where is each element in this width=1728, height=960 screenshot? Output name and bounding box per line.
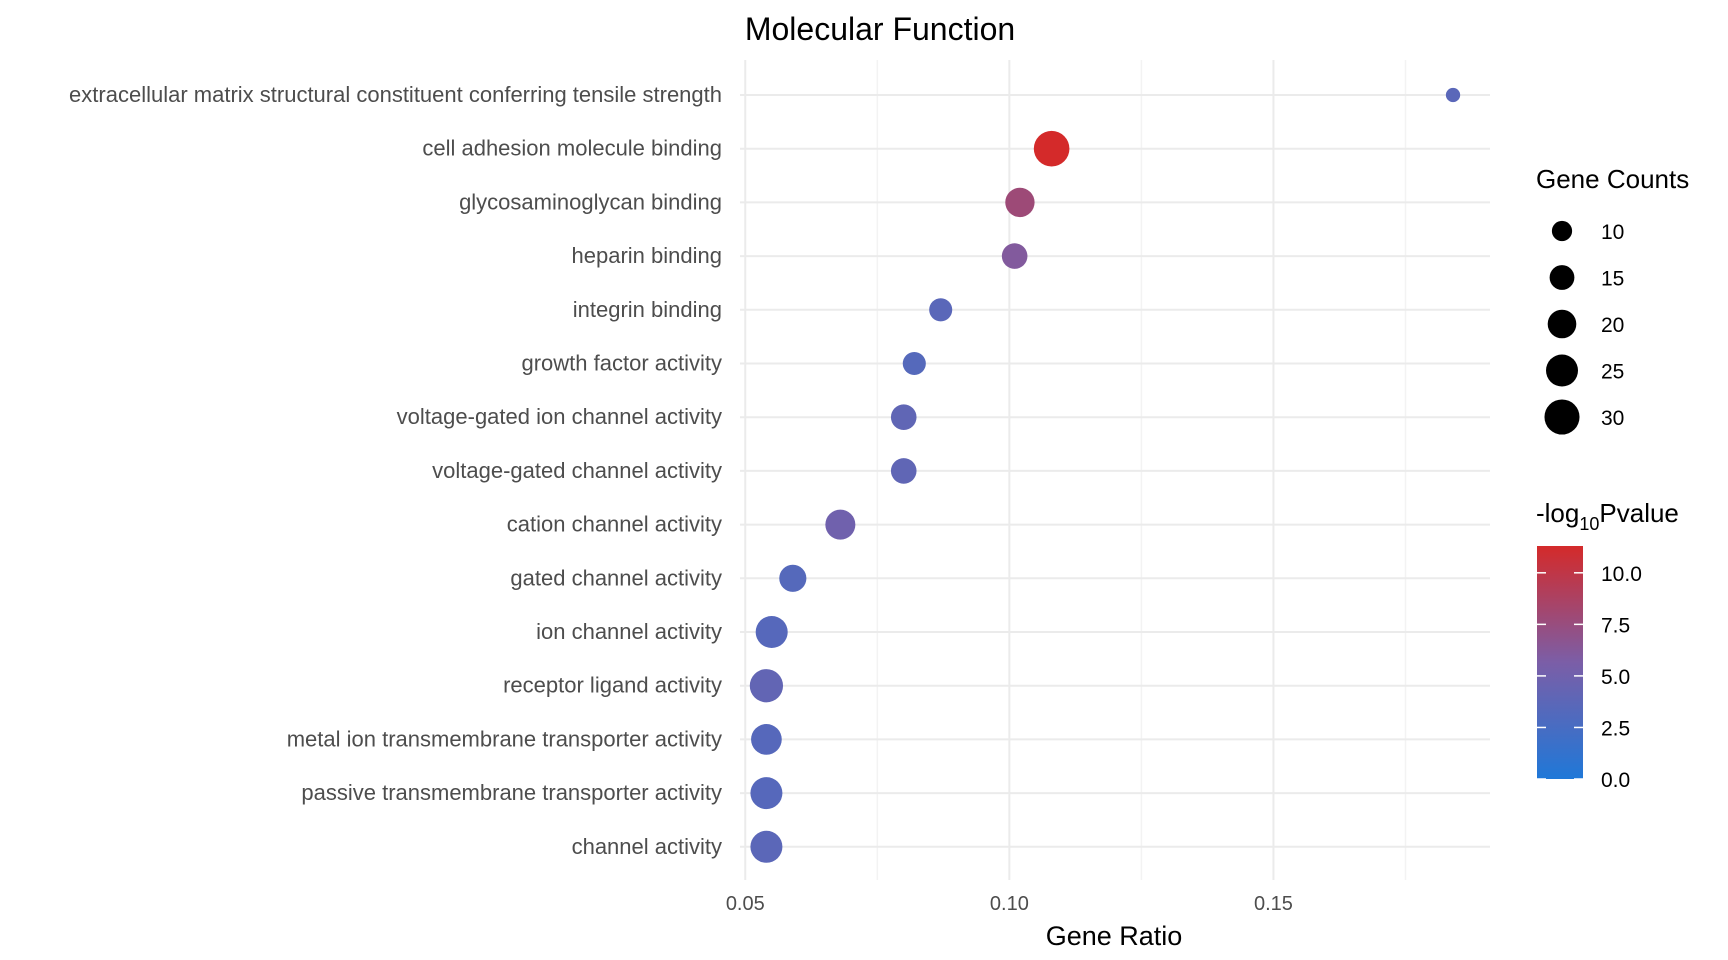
data-point — [902, 351, 926, 376]
category-label: heparin binding — [572, 243, 722, 268]
x-tick-label: 0.05 — [726, 893, 765, 915]
category-label: channel activity — [572, 834, 722, 859]
data-point — [779, 564, 807, 592]
category-label: extracellular matrix structural constitu… — [69, 82, 722, 107]
category-label: receptor ligand activity — [503, 673, 722, 698]
category-label: integrin binding — [573, 297, 722, 322]
color-legend-title-subscript: 10 — [1579, 514, 1599, 534]
data-point — [750, 830, 783, 863]
size-legend-dot — [1546, 354, 1578, 387]
data-point — [1445, 87, 1461, 103]
category-labels: extracellular matrix structural constitu… — [69, 82, 722, 859]
category-label: glycosaminoglycan binding — [459, 189, 722, 214]
x-tick-label: 0.15 — [1254, 893, 1293, 915]
color-legend-bar — [1537, 546, 1583, 779]
x-axis-title: Gene Ratio — [1046, 921, 1183, 951]
color-legend-title-prefix: -log — [1536, 498, 1579, 528]
category-label: voltage-gated channel activity — [432, 458, 722, 483]
data-points — [749, 87, 1461, 863]
data-point — [749, 669, 784, 703]
size-legend-label: 30 — [1601, 407, 1624, 430]
category-label: ion channel activity — [536, 619, 722, 644]
size-legend-dot — [1544, 399, 1580, 435]
data-point — [1033, 130, 1070, 167]
data-point — [755, 616, 788, 648]
size-legend-label: 15 — [1601, 268, 1624, 291]
category-label: voltage-gated ion channel activity — [397, 404, 722, 429]
category-label: cation channel activity — [507, 512, 722, 537]
color-legend-label: 7.5 — [1601, 614, 1630, 637]
size-legend-label: 10 — [1601, 221, 1624, 244]
color-legend-label: 0.0 — [1601, 769, 1630, 792]
category-label: growth factor activity — [521, 351, 722, 376]
color-legend-title: -log10Pvalue — [1536, 498, 1679, 534]
data-point — [890, 404, 917, 431]
category-label: metal ion transmembrane transporter acti… — [287, 726, 722, 751]
data-point — [825, 509, 856, 540]
size-legend: 10 15 20 25 30 — [1544, 220, 1624, 435]
x-axis-ticks: 0.05 0.10 0.15 — [726, 893, 1293, 915]
color-legend-ticks: 0.0 2.5 5.0 7.5 10.0 — [1537, 563, 1642, 792]
category-label: passive transmembrane transporter activi… — [301, 780, 722, 805]
color-legend-label: 2.5 — [1601, 717, 1630, 740]
size-legend-dot — [1547, 309, 1577, 339]
color-legend-title-suffix: Pvalue — [1599, 498, 1679, 528]
data-point — [929, 298, 953, 322]
size-legend-dot — [1549, 265, 1575, 290]
data-point — [1005, 187, 1035, 218]
data-point — [751, 724, 782, 755]
size-legend-label: 20 — [1601, 314, 1624, 337]
size-legend-dot — [1551, 220, 1573, 242]
data-point — [890, 458, 917, 484]
size-legend-label: 25 — [1601, 361, 1624, 384]
x-tick-label: 0.10 — [990, 893, 1029, 915]
data-point — [750, 777, 783, 810]
category-label: cell adhesion molecule binding — [422, 136, 722, 161]
chart-title: Molecular Function — [745, 11, 1015, 47]
color-legend-label: 10.0 — [1601, 563, 1642, 586]
size-legend-title: Gene Counts — [1536, 164, 1689, 194]
category-label: gated channel activity — [510, 565, 722, 590]
data-point — [1001, 243, 1028, 269]
color-legend-label: 5.0 — [1601, 666, 1630, 689]
grid-lines — [740, 60, 1490, 880]
